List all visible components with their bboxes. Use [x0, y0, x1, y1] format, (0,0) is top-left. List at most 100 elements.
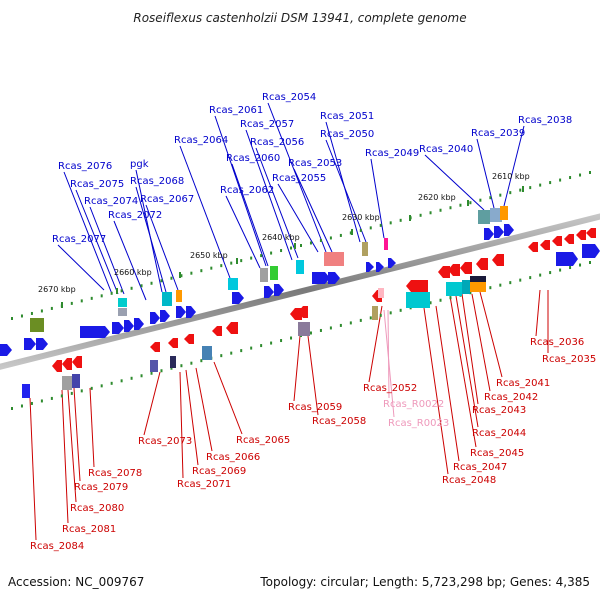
- forward-gene-arrow[interactable]: [264, 286, 274, 298]
- gene-block-pink[interactable]: [384, 238, 388, 250]
- gene-label-rcas-2069[interactable]: Rcas_2069: [192, 466, 246, 477]
- forward-gene-arrow[interactable]: [134, 318, 144, 330]
- gene-label-rcas-2042[interactable]: Rcas_2042: [484, 392, 538, 403]
- reverse-gene-arrow[interactable]: [168, 338, 178, 348]
- gene-block-steel[interactable]: [478, 210, 490, 224]
- gene-label-pgk[interactable]: pgk: [130, 159, 149, 170]
- forward-gene-arrow[interactable]: [176, 306, 186, 318]
- gene-label-rcas-2055[interactable]: Rcas_2055: [272, 173, 326, 184]
- gene-label-rcas-2061[interactable]: Rcas_2061: [209, 105, 263, 116]
- gene-label-rcas-2040[interactable]: Rcas_2040: [419, 144, 473, 155]
- gene-block-cyan[interactable]: [296, 260, 304, 274]
- gene-label-rcas-2052[interactable]: Rcas_2052: [363, 383, 417, 394]
- gene-label-rcas-2060[interactable]: Rcas_2060: [226, 153, 280, 164]
- gene-label-rcas-2062[interactable]: Rcas_2062: [220, 185, 274, 196]
- gene-label-rcas-2049[interactable]: Rcas_2049: [365, 148, 419, 159]
- gene-label-rcas-2078[interactable]: Rcas_2078: [88, 468, 142, 479]
- gene-block-cyan[interactable]: [462, 280, 470, 294]
- reverse-gene-arrow[interactable]: [576, 230, 586, 240]
- forward-gene-arrow[interactable]: [484, 228, 494, 240]
- gene-label-rcas-2066[interactable]: Rcas_2066: [206, 452, 260, 463]
- gene-label-rcas-2048[interactable]: Rcas_2048: [442, 475, 496, 486]
- reverse-gene-arrow[interactable]: [476, 258, 488, 270]
- forward-gene-arrow[interactable]: [150, 312, 160, 324]
- reverse-gene-arrow[interactable]: [552, 236, 562, 246]
- gene-block-orange[interactable]: [176, 290, 182, 302]
- gene-block-mauve[interactable]: [298, 322, 310, 336]
- gene-label-rcas-2072[interactable]: Rcas_2072: [108, 210, 162, 221]
- gene-block-orange[interactable]: [500, 206, 508, 220]
- gene-label-rcas-2058[interactable]: Rcas_2058: [312, 416, 366, 427]
- gene-label-rcas-2041[interactable]: Rcas_2041: [496, 378, 550, 389]
- forward-gene-arrow[interactable]: [232, 292, 244, 304]
- gene-block-grey[interactable]: [62, 376, 72, 390]
- gene-block-navy[interactable]: [72, 374, 80, 388]
- gene-label-rcas-2077[interactable]: Rcas_2077: [52, 234, 106, 245]
- gene-label-rcas-2074[interactable]: Rcas_2074: [84, 196, 138, 207]
- reverse-gene-arrow[interactable]: [460, 262, 472, 274]
- reverse-gene-arrow[interactable]: [586, 228, 596, 238]
- gene-block-khaki[interactable]: [362, 242, 368, 256]
- forward-gene-arrow[interactable]: [494, 226, 504, 238]
- gene-label-rcas-2067[interactable]: Rcas_2067: [140, 194, 194, 205]
- forward-gene-arrow[interactable]: [366, 262, 374, 272]
- gene-label-rcas-2038[interactable]: Rcas_2038: [518, 115, 572, 126]
- forward-gene-arrow[interactable]: [24, 338, 36, 350]
- gene-block-grey[interactable]: [260, 268, 268, 282]
- reverse-gene-arrow[interactable]: [72, 356, 82, 368]
- reverse-gene-arrow[interactable]: [212, 326, 222, 336]
- reverse-gene-arrow[interactable]: [492, 254, 504, 266]
- gene-label-rcas-2080[interactable]: Rcas_2080: [70, 503, 124, 514]
- gene-block-steel[interactable]: [202, 346, 212, 360]
- gene-label-rcas-2076[interactable]: Rcas_2076: [58, 161, 112, 172]
- gene-label-rcas-2056[interactable]: Rcas_2056: [250, 137, 304, 148]
- reverse-gene-arrow[interactable]: [298, 306, 308, 318]
- reverse-gene-arrow[interactable]: [184, 334, 194, 344]
- reverse-gene-arrow[interactable]: [52, 360, 62, 372]
- reverse-gene-arrow[interactable]: [540, 240, 550, 250]
- forward-gene-arrow[interactable]: [388, 258, 396, 268]
- gene-block-steel[interactable]: [490, 208, 502, 222]
- gene-label-rcas-2073[interactable]: Rcas_2073: [138, 436, 192, 447]
- gene-label-rcas-2054[interactable]: Rcas_2054: [262, 92, 316, 103]
- gene-block-salmon[interactable]: [324, 252, 344, 266]
- gene-block-pink[interactable]: [378, 288, 384, 298]
- gene-label-rcas-2068[interactable]: Rcas_2068: [130, 176, 184, 187]
- gene-label-rcas-2064[interactable]: Rcas_2064: [174, 135, 228, 146]
- gene-label-rcas-2047[interactable]: Rcas_2047: [453, 462, 507, 473]
- gene-block-khaki[interactable]: [372, 306, 378, 320]
- gene-block-grey[interactable]: [118, 308, 127, 316]
- forward-gene-arrow[interactable]: [328, 272, 340, 284]
- gene-block-cyan[interactable]: [228, 278, 238, 290]
- forward-gene-arrow[interactable]: [0, 344, 12, 356]
- reverse-gene-arrow[interactable]: [438, 266, 450, 278]
- gene-label-rcas-2071[interactable]: Rcas_2071: [177, 479, 231, 490]
- forward-gene-arrow[interactable]: [124, 320, 134, 332]
- gene-block-cyan[interactable]: [406, 292, 430, 308]
- gene-label-rcas-r0023[interactable]: Rcas_R0023: [388, 418, 449, 429]
- gene-label-rcas-2045[interactable]: Rcas_2045: [470, 448, 524, 459]
- gene-block-navy[interactable]: [170, 356, 176, 368]
- gene-block-dark[interactable]: [470, 276, 486, 282]
- gene-label-rcas-2057[interactable]: Rcas_2057: [240, 119, 294, 130]
- gene-label-rcas-r0022[interactable]: Rcas_R0022: [383, 399, 444, 410]
- reverse-gene-arrow[interactable]: [406, 280, 428, 292]
- gene-label-rcas-2050[interactable]: Rcas_2050: [320, 129, 374, 140]
- gene-block-navy[interactable]: [150, 360, 158, 372]
- gene-label-rcas-2079[interactable]: Rcas_2079: [74, 482, 128, 493]
- forward-gene-arrow[interactable]: [274, 284, 284, 296]
- gene-label-rcas-2065[interactable]: Rcas_2065: [236, 435, 290, 446]
- gene-label-rcas-2035[interactable]: Rcas_2035: [542, 354, 596, 365]
- gene-label-rcas-2059[interactable]: Rcas_2059: [288, 402, 342, 413]
- gene-block-cyan[interactable]: [162, 292, 172, 306]
- forward-gene-arrow[interactable]: [582, 244, 600, 258]
- gene-label-rcas-2039[interactable]: Rcas_2039: [471, 128, 525, 139]
- gene-label-rcas-2081[interactable]: Rcas_2081: [62, 524, 116, 535]
- gene-label-rcas-2043[interactable]: Rcas_2043: [472, 405, 526, 416]
- forward-gene-arrow[interactable]: [186, 306, 196, 318]
- forward-gene-arrow[interactable]: [160, 310, 170, 322]
- gene-label-rcas-2051[interactable]: Rcas_2051: [320, 111, 374, 122]
- reverse-gene-arrow[interactable]: [528, 242, 538, 252]
- gene-label-rcas-2075[interactable]: Rcas_2075: [70, 179, 124, 190]
- forward-gene-arrow[interactable]: [504, 224, 514, 236]
